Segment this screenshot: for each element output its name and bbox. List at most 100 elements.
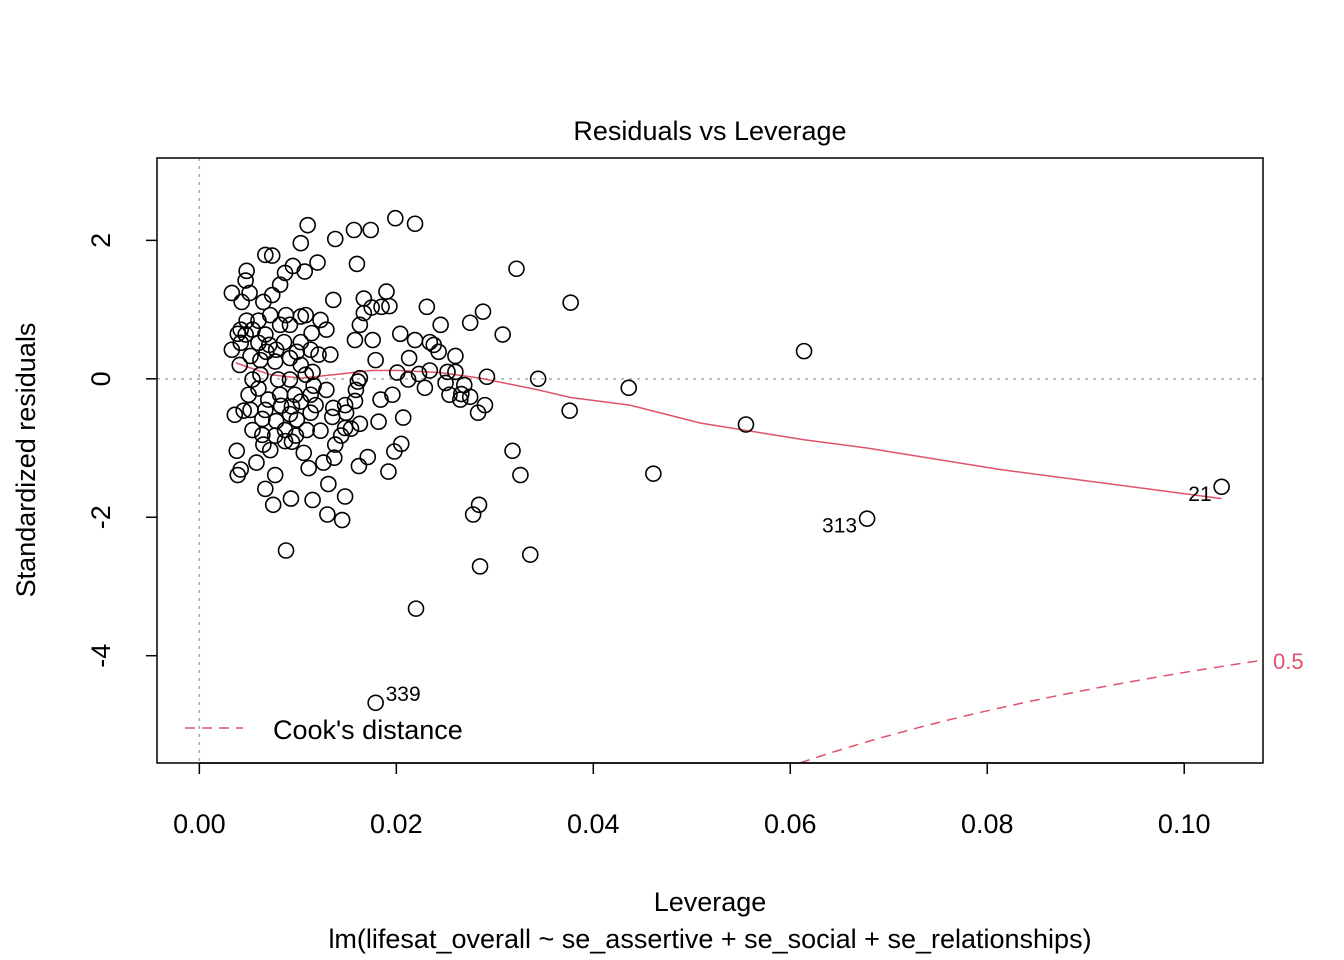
data-point bbox=[240, 386, 257, 404]
data-point bbox=[302, 386, 319, 404]
data-point bbox=[267, 412, 285, 430]
data-point bbox=[310, 346, 327, 363]
data-point bbox=[257, 326, 274, 343]
data-point bbox=[858, 510, 876, 527]
data-point bbox=[252, 351, 269, 369]
data-point bbox=[333, 511, 351, 529]
data-point bbox=[336, 396, 354, 414]
data-point bbox=[235, 402, 252, 419]
data-point bbox=[292, 234, 310, 252]
data-point bbox=[282, 490, 300, 507]
data-point bbox=[322, 346, 339, 363]
data-point bbox=[244, 421, 261, 439]
data-point bbox=[399, 371, 417, 388]
data-point bbox=[228, 442, 246, 460]
data-point bbox=[387, 209, 404, 227]
data-point bbox=[346, 331, 364, 349]
data-point bbox=[263, 286, 281, 304]
data-point bbox=[304, 363, 321, 381]
data-point bbox=[348, 255, 366, 273]
data-point bbox=[312, 422, 329, 440]
data-point bbox=[223, 341, 241, 359]
data-point bbox=[620, 379, 638, 397]
point-label: 21 bbox=[1188, 483, 1211, 506]
data-point bbox=[326, 436, 344, 453]
data-point bbox=[389, 364, 406, 381]
data-point bbox=[254, 426, 271, 444]
data-point bbox=[562, 294, 579, 311]
data-point bbox=[355, 290, 373, 307]
data-point bbox=[261, 306, 279, 324]
data-point bbox=[281, 316, 299, 334]
data-point bbox=[1213, 478, 1230, 496]
data-point bbox=[244, 371, 261, 388]
data-point bbox=[238, 312, 255, 329]
x-tick-label: 0.00 bbox=[173, 809, 226, 839]
data-point bbox=[336, 488, 354, 505]
data-point bbox=[380, 463, 397, 480]
point-label: 339 bbox=[386, 683, 421, 706]
data-point bbox=[391, 325, 409, 343]
data-point bbox=[504, 442, 521, 460]
data-point bbox=[508, 260, 525, 278]
y-axis-label: Standardized residuals bbox=[11, 323, 41, 598]
data-point bbox=[324, 399, 342, 417]
data-point bbox=[250, 380, 267, 397]
data-point bbox=[364, 331, 381, 349]
data-point bbox=[255, 436, 272, 453]
data-point bbox=[342, 420, 360, 437]
data-point bbox=[561, 402, 578, 419]
data-point bbox=[471, 558, 489, 575]
data-point bbox=[351, 316, 369, 334]
data-point bbox=[345, 221, 363, 239]
data-point bbox=[263, 247, 281, 264]
data-point bbox=[237, 272, 254, 289]
data-point bbox=[469, 404, 487, 422]
data-point bbox=[231, 356, 249, 374]
data-point bbox=[439, 363, 456, 381]
data-point bbox=[319, 506, 336, 523]
data-point bbox=[223, 284, 241, 302]
data-point bbox=[441, 386, 458, 404]
data-point bbox=[378, 283, 395, 300]
data-point bbox=[453, 385, 470, 403]
legend-label: Cook's distance bbox=[273, 715, 463, 745]
data-point bbox=[529, 370, 547, 388]
data-point bbox=[241, 284, 258, 302]
data-point bbox=[421, 333, 439, 351]
data-point bbox=[292, 333, 310, 351]
data-point bbox=[447, 347, 464, 365]
data-point bbox=[299, 216, 316, 234]
data-point bbox=[266, 466, 284, 484]
chart-title: Residuals vs Leverage bbox=[573, 116, 846, 146]
data-point bbox=[381, 297, 398, 315]
data-point bbox=[248, 454, 265, 471]
data-point bbox=[325, 449, 343, 467]
x-tick-label: 0.10 bbox=[1158, 809, 1211, 839]
data-point bbox=[315, 454, 332, 471]
data-point bbox=[421, 362, 439, 379]
data-point bbox=[350, 457, 368, 475]
data-point bbox=[242, 347, 259, 365]
data-point bbox=[283, 433, 301, 451]
y-tick-label: 2 bbox=[86, 233, 116, 248]
data-point bbox=[296, 263, 314, 280]
data-point bbox=[512, 466, 529, 484]
data-point bbox=[455, 376, 473, 394]
data-point bbox=[318, 321, 335, 338]
y-tick-label: -4 bbox=[86, 644, 116, 668]
data-point bbox=[373, 298, 390, 316]
x-tick-label: 0.08 bbox=[961, 809, 1014, 839]
data-point bbox=[478, 368, 496, 386]
data-point bbox=[432, 316, 449, 334]
data-point bbox=[362, 221, 380, 239]
data-point bbox=[416, 379, 434, 397]
data-point bbox=[298, 421, 315, 439]
data-point bbox=[271, 276, 289, 293]
data-point bbox=[359, 448, 377, 466]
data-point bbox=[437, 374, 454, 392]
data-point bbox=[304, 491, 321, 509]
data-point bbox=[233, 293, 250, 311]
point-label: 313 bbox=[822, 515, 857, 538]
